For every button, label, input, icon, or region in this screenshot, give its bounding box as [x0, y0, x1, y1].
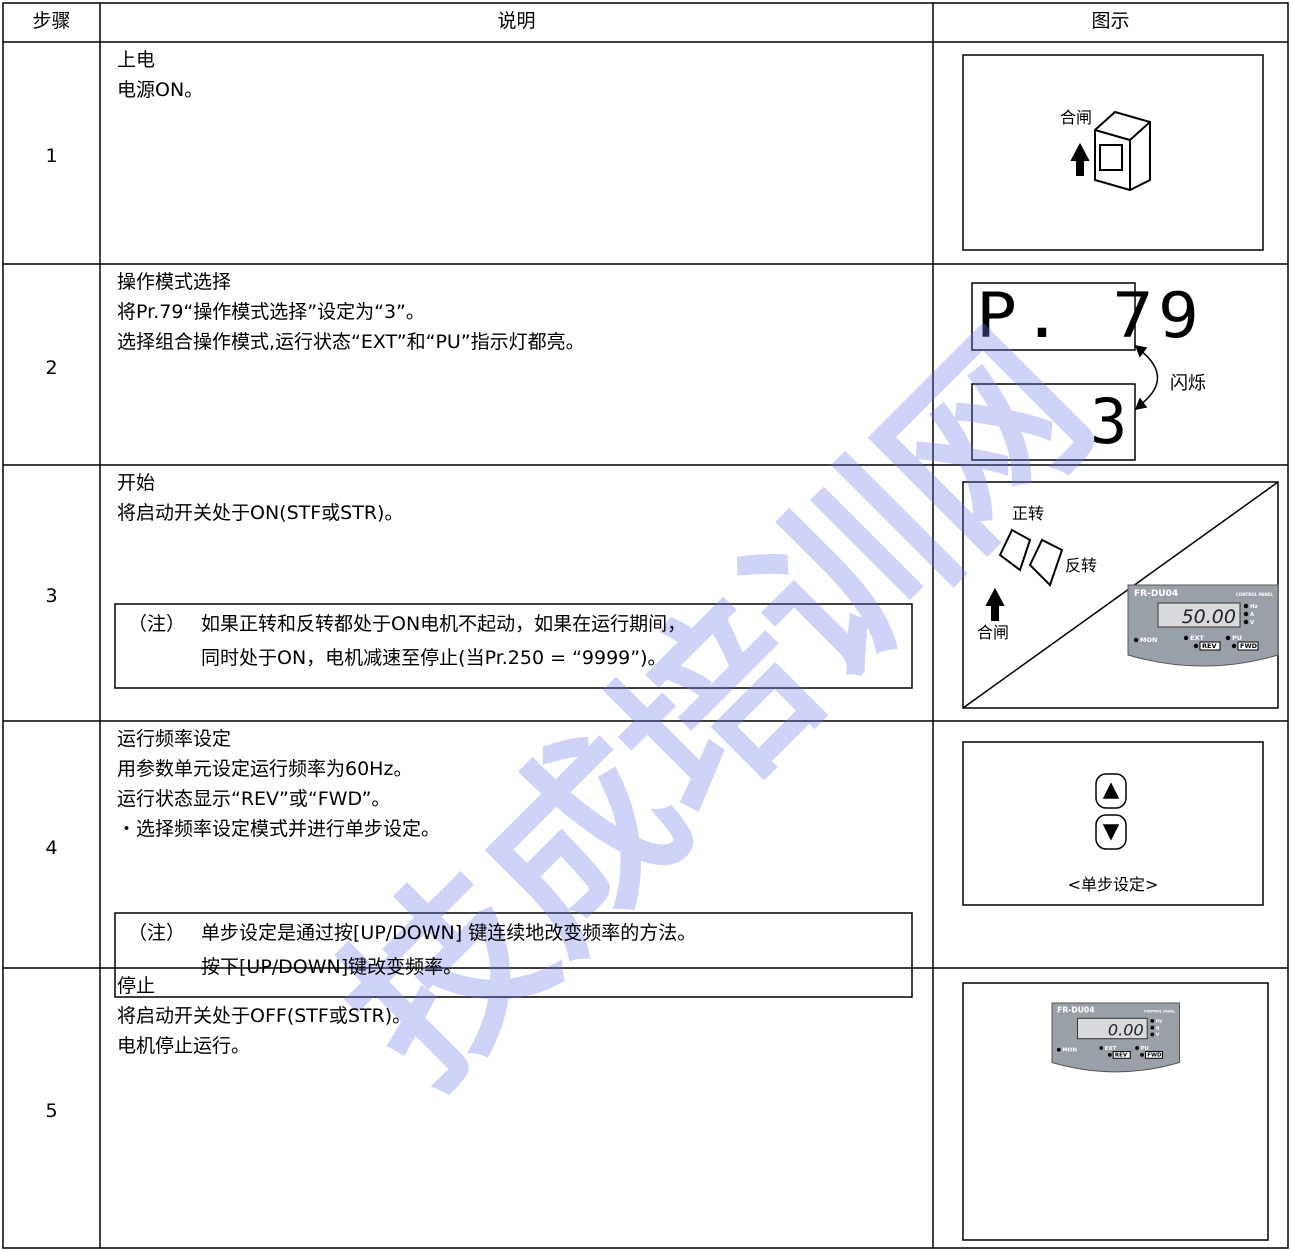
note-text: 按下[UP/DOWN]键改变频率。	[201, 956, 463, 978]
step-title: 开始	[117, 472, 156, 494]
header-cell: 图示	[1091, 10, 1130, 32]
figure-label: 正转	[1012, 504, 1045, 523]
indicator	[1107, 1052, 1112, 1057]
step-text: 将启动开关处于OFF(STF或STR)。	[117, 1005, 412, 1027]
step-text: ・选择频率设定模式并进行单步设定。	[117, 818, 441, 840]
step-text: 电机停止运行。	[117, 1035, 251, 1057]
indicator	[1099, 1046, 1104, 1050]
panel-mode: MON	[1140, 636, 1157, 644]
figure-label: 合闸	[977, 623, 1010, 642]
segment-display: P. 79	[976, 279, 1204, 352]
indicator	[1140, 1052, 1144, 1057]
panel-mode: PU	[1140, 1046, 1149, 1052]
panel-unit: A	[1250, 612, 1255, 618]
step-title: 停止	[117, 975, 156, 997]
panel-mode: EXT	[1190, 634, 1204, 642]
step-number: 1	[45, 145, 58, 167]
indicator	[1150, 1032, 1155, 1037]
note-text: 单步设定是通过按[UP/DOWN] 键连续地改变频率的方法。	[201, 922, 697, 944]
panel-unit: V	[1156, 1032, 1160, 1038]
panel-unit: A	[1156, 1025, 1160, 1031]
figure-label: 闪烁	[1170, 373, 1206, 394]
indicator	[1243, 619, 1249, 625]
panel-caption: CONTROL PANEL	[1144, 1009, 1176, 1013]
panel-mode: REV	[1202, 642, 1216, 650]
panel-mode: PU	[1232, 634, 1242, 642]
panel-model: FR-DU04	[1057, 1005, 1094, 1014]
segment-display: 3	[1090, 385, 1128, 458]
figure-label: 合闸	[1060, 108, 1093, 127]
indicator	[1183, 635, 1189, 641]
step-text: 选择组合操作模式,运行状态“EXT”和“PU”指示灯都亮。	[117, 331, 585, 353]
panel-unit: V	[1250, 620, 1255, 626]
figure-label: <单步设定>	[1067, 875, 1159, 894]
panel-mode: REV	[1115, 1053, 1128, 1059]
note-text: 同时处于ON，电机减速至停止(当Pr.250 = “9999”)。	[201, 647, 667, 669]
indicator	[1150, 1018, 1155, 1023]
header-cell: 步骤	[32, 10, 71, 32]
indicator	[1135, 1046, 1139, 1050]
header-cell: 说明	[497, 10, 536, 32]
panel-mode: FWD	[1240, 642, 1258, 650]
panel-unit: Hz	[1156, 1019, 1163, 1025]
panel-mode: EXT	[1105, 1046, 1117, 1052]
indicator	[1243, 603, 1249, 609]
mode-box	[1112, 1050, 1131, 1059]
mode-box	[1237, 641, 1259, 651]
indicator	[1231, 643, 1237, 649]
indicator	[1243, 611, 1249, 617]
step-text: 将Pr.79“操作模式选择”设定为“3”。	[117, 301, 425, 323]
panel-display	[1157, 602, 1241, 628]
note-mark: （注）	[128, 922, 186, 944]
mode-box	[1145, 1050, 1163, 1059]
panel-mode: FWD	[1147, 1053, 1162, 1059]
panel-reading: 50.00	[1182, 606, 1236, 628]
step-title: 上电	[117, 49, 156, 71]
updown-keys	[1095, 773, 1127, 850]
step-number: 4	[45, 836, 58, 859]
indicator	[1056, 1047, 1061, 1052]
indicator	[1193, 643, 1199, 649]
step-text: 用参数单元设定运行频率为60Hz。	[117, 758, 413, 780]
note-mark: （注）	[128, 613, 186, 635]
panel-mode: MON	[1062, 1047, 1077, 1053]
step-title: 操作模式选择	[117, 271, 232, 293]
indicator	[1150, 1025, 1155, 1030]
mode-box	[1199, 641, 1221, 651]
step-number: 2	[45, 356, 58, 379]
panel-caption: CONTROL PANEL	[1236, 592, 1274, 597]
figure-label: 反转	[1065, 556, 1098, 575]
start-switch	[985, 528, 1064, 621]
blink-arrow	[1134, 344, 1159, 411]
panel-display	[1077, 1017, 1148, 1040]
step-text: 将启动开关处于ON(STF或STR)。	[117, 502, 404, 524]
indicator	[1225, 635, 1231, 641]
step-text: 电源ON。	[117, 79, 204, 101]
indicator	[1133, 637, 1139, 643]
step-title: 运行频率设定	[117, 728, 232, 750]
switch-icon	[1070, 110, 1151, 192]
step-number: 3	[45, 585, 58, 607]
step-number: 5	[45, 1100, 58, 1122]
step-text: 运行状态显示“REV”或“FWD”。	[117, 788, 391, 810]
note-text: 如果正转和反转都处于ON电机不起动，如果在运行期间，	[201, 613, 687, 635]
panel-model: FR-DU04	[1134, 589, 1178, 599]
panel-reading: 0.00	[1108, 1020, 1144, 1039]
panel-unit: Hz	[1250, 604, 1258, 610]
